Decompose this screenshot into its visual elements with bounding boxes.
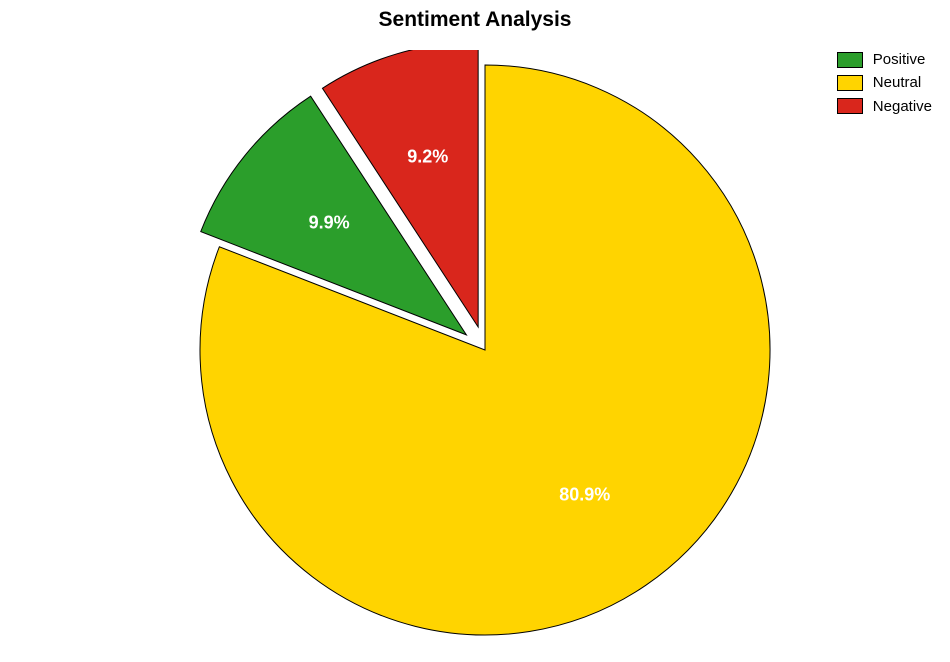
sentiment-pie-chart: Sentiment Analysis 80.9% 9.9% 9.2% Positiv… <box>0 0 950 662</box>
pie-plot-area: 80.9% 9.9% 9.2% <box>160 50 810 660</box>
legend: PositiveNeutralNegative <box>837 48 932 118</box>
legend-label-neutral: Neutral <box>873 71 921 94</box>
legend-item-positive: Positive <box>837 48 932 71</box>
slice-label-neutral: 80.9% <box>559 485 610 505</box>
legend-item-negative: Negative <box>837 95 932 118</box>
slice-label-positive: 9.9% <box>309 212 350 232</box>
legend-swatch-positive <box>837 52 863 68</box>
slice-label-negative: 9.2% <box>407 146 448 166</box>
legend-label-negative: Negative <box>873 95 932 118</box>
legend-swatch-negative <box>837 98 863 114</box>
legend-swatch-neutral <box>837 75 863 91</box>
chart-title: Sentiment Analysis <box>0 8 950 32</box>
legend-item-neutral: Neutral <box>837 71 932 94</box>
legend-label-positive: Positive <box>873 48 926 71</box>
